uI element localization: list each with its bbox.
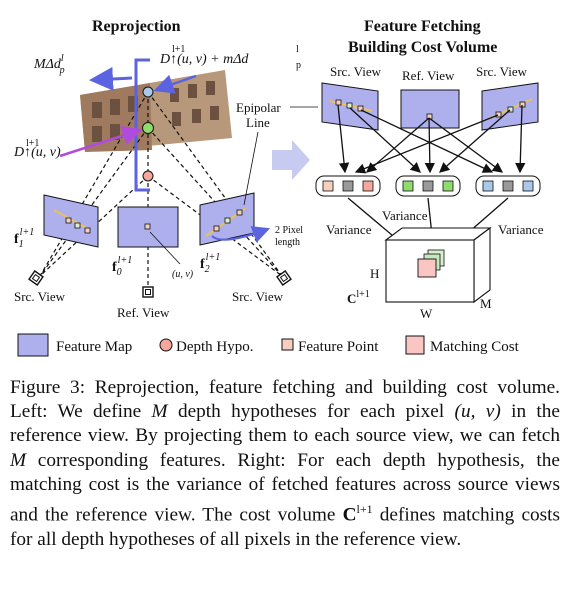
legend-feature-map-label: Feature Map: [56, 339, 132, 355]
feature-point: [65, 217, 72, 224]
ref-view-label: Ref. View: [117, 305, 170, 320]
src-view-left-label: Src. View: [14, 289, 66, 304]
caption-uv: (u, v): [454, 401, 501, 423]
src-view-right-label: Src. View: [232, 289, 284, 304]
variance-right-label: Variance: [498, 222, 544, 237]
f2-label: f2l+1: [200, 252, 220, 275]
caption-figure-number: Figure 3:: [10, 377, 86, 398]
transition-arrow: [272, 140, 310, 180]
caption-text-5: defines matching costs for all depth hyp…: [10, 504, 561, 550]
depth-center-sup: l+1: [26, 138, 39, 149]
right-src-view-right: Src. View: [476, 64, 528, 79]
legend-matching-cost-swatch: [405, 335, 425, 355]
variance-center-label: Variance: [382, 208, 428, 223]
matching-cost-cubes: [417, 249, 445, 278]
depth-center-label: D↑(u, v): [13, 145, 61, 160]
figure-diagram: Reprojection MΔdl p D↑(u, v: [13, 18, 544, 357]
variance-left-label: Variance: [326, 222, 372, 237]
left-panel-title: Reprojection: [92, 18, 181, 35]
feature-point: [507, 106, 514, 113]
f0-label: f0l+1: [112, 255, 132, 278]
feature-point: [74, 222, 81, 229]
epipolar-leader: [243, 131, 259, 206]
feature-point: [335, 99, 342, 106]
depth-hypo-low: [142, 170, 154, 182]
right-feature-map-src-right: [481, 82, 539, 131]
right-title-line1: Feature Fetching: [364, 18, 481, 35]
depth-top-sup1: l+1: [172, 44, 185, 55]
depth-center-arrow: [59, 125, 143, 158]
feature-point: [224, 217, 231, 224]
depth-range-bracket: [134, 58, 150, 192]
caption-text-3: in the reference view. By projecting the…: [10, 401, 560, 447]
epipolar-label-line1: Epipolar: [236, 100, 281, 115]
feature-group-low: [315, 175, 381, 197]
right-title-line2: Building Cost Volume: [348, 39, 497, 56]
feature-point: [357, 105, 364, 112]
caption-c-sup: l+1: [356, 502, 373, 517]
caption-text-2: depth hypotheses for each pixel: [167, 401, 455, 423]
feature-point: [236, 209, 243, 216]
caption-m-1: M: [151, 401, 168, 423]
camera-icon-src-left: [28, 270, 44, 286]
depth-hypo-mid: [142, 122, 154, 134]
axis-m-label: M: [480, 296, 492, 311]
legend: Feature Map Depth Hypo. Feature Point Ma…: [17, 333, 520, 357]
pixel-length-line2: length: [275, 237, 300, 248]
legend-feature-map-swatch: [17, 333, 49, 357]
axis-h-label: H: [370, 266, 379, 281]
axis-w-label: W: [420, 306, 433, 321]
feature-group-mid: [395, 175, 461, 197]
epipolar-label-line2: Line: [246, 115, 270, 130]
depth-top-label: D↑(u, v) + mΔd: [159, 52, 249, 67]
uv-label: (u, v): [172, 269, 194, 280]
uv-leader: [149, 231, 181, 265]
cost-volume-label: Cl+1: [347, 289, 370, 306]
building-photo: [80, 70, 232, 152]
legend-matching-cost-label: Matching Cost: [430, 339, 520, 355]
epipolar-line-left: [53, 209, 91, 231]
caption-c: C: [342, 504, 357, 526]
depth-top-sup2: l: [296, 44, 299, 55]
camera-icon-src-right: [276, 270, 292, 286]
pixel-length-line1: 2 Pixel: [275, 225, 303, 236]
figure-caption: Figure 3: Reprojection, feature fetching…: [10, 376, 560, 552]
feature-point: [84, 227, 91, 234]
feature-group-high: [475, 175, 541, 197]
m-delta-label: MΔdl p: [33, 53, 65, 76]
right-ref-view: Ref. View: [402, 68, 455, 83]
depth-hypo-top: [142, 86, 154, 98]
right-src-view-left: Src. View: [330, 64, 382, 79]
caption-m-2: M: [10, 449, 27, 471]
right-feature-map-ref: [400, 89, 460, 129]
caption-text-4: corresponding features. Right: For each …: [10, 449, 560, 526]
f1-label: f1l+1: [14, 227, 34, 250]
legend-feature-point-label: Feature Point: [298, 339, 379, 355]
legend-depth-hypo-swatch: [159, 338, 173, 352]
caption-text-1: Reprojection, feature fetching and build…: [10, 377, 560, 423]
feature-point: [346, 102, 353, 109]
depth-top-sub: p: [296, 60, 301, 71]
fetch-arrows: [337, 104, 526, 174]
m-delta-arrow: [89, 66, 133, 91]
legend-feature-point-swatch: [281, 338, 294, 351]
legend-depth-hypo-label: Depth Hypo.: [176, 339, 254, 355]
depth-step-arrow: [153, 74, 197, 94]
camera-icon-ref: [142, 286, 154, 298]
feature-point: [144, 223, 151, 230]
pixel-length-arrow: [211, 226, 271, 243]
feature-point: [495, 111, 502, 118]
feature-point: [213, 225, 220, 232]
